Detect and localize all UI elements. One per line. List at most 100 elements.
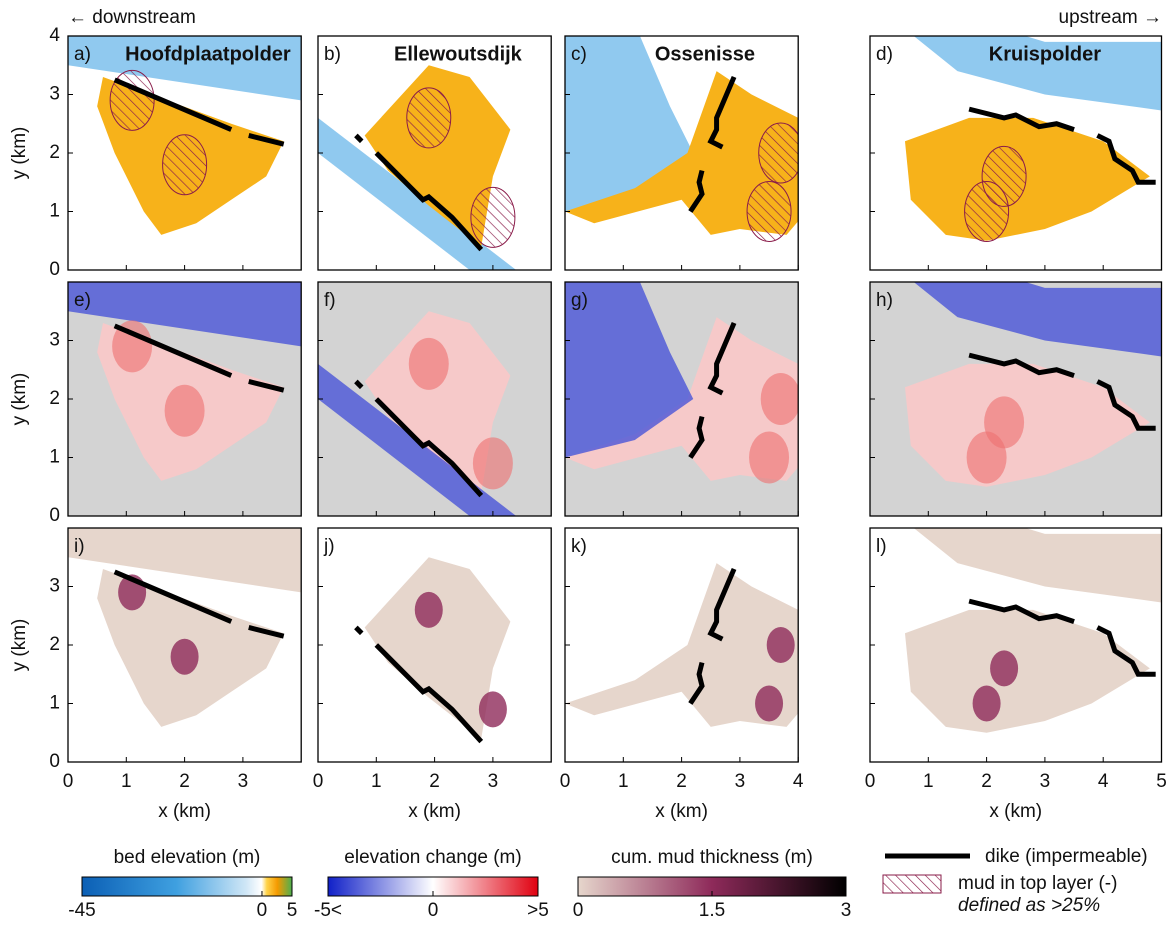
- mud-area: [913, 528, 1162, 603]
- x-tick-label: 2: [179, 771, 190, 792]
- x-tick-label: 2: [676, 771, 687, 792]
- x-tick-label: 4: [1098, 771, 1109, 792]
- y-tick-label: 1: [49, 447, 60, 468]
- deposition: [164, 384, 205, 437]
- panel-title: Ossenisse: [655, 43, 755, 65]
- channel-erosion: [913, 282, 1162, 357]
- map: [318, 528, 552, 762]
- x-tick-label: 0: [560, 771, 571, 792]
- panel-label: b): [324, 44, 341, 65]
- colorbar-tick-label: >5: [527, 900, 549, 921]
- colorbar-tick-label: -45: [68, 900, 95, 921]
- dike: [688, 415, 705, 459]
- change-area: [904, 363, 1150, 487]
- map: [318, 282, 552, 516]
- dike: [248, 133, 285, 147]
- map: [565, 528, 799, 762]
- dike: [968, 106, 1075, 132]
- y-tick-label: 0: [49, 505, 60, 526]
- mud-patch: [964, 181, 1010, 242]
- x-axis-label: x (km): [158, 801, 211, 822]
- dike: [354, 379, 364, 390]
- y-tick-label: 2: [49, 388, 60, 409]
- panel-label: c): [571, 44, 587, 65]
- mud-patch: [162, 134, 208, 196]
- y-tick-label: 3: [49, 576, 60, 597]
- dike: [113, 323, 233, 378]
- panel-label: k): [571, 536, 587, 557]
- deposition: [749, 431, 790, 484]
- downstream-label: ← downstream: [68, 7, 196, 28]
- dike: [968, 598, 1075, 624]
- x-tick-label: 2: [429, 771, 440, 792]
- deposition: [472, 437, 513, 490]
- dike: [374, 643, 484, 744]
- x-tick-label: 3: [1040, 771, 1051, 792]
- map: [68, 36, 302, 270]
- dike: [113, 77, 233, 132]
- colorbar-tick-label: 0: [257, 900, 268, 921]
- dike: [354, 625, 364, 636]
- dike: [374, 397, 484, 498]
- x-tick-label: 1: [618, 771, 629, 792]
- legend-mud-swatch: [882, 874, 942, 894]
- dike: [968, 352, 1075, 378]
- mud-patch: [470, 186, 516, 248]
- map: [565, 36, 799, 270]
- panel-label: l): [876, 536, 887, 557]
- x-tick-label: 3: [735, 771, 746, 792]
- colorbar: [81, 876, 293, 897]
- x-tick-label: 4: [793, 771, 804, 792]
- dike: [707, 321, 737, 396]
- x-axis-label: x (km): [655, 801, 708, 822]
- mud-area: [565, 563, 799, 727]
- x-tick-label: 3: [488, 771, 499, 792]
- y-tick-label: 4: [49, 25, 60, 46]
- channel: [565, 36, 694, 212]
- x-tick-label: 2: [981, 771, 992, 792]
- mud-patch: [406, 87, 452, 149]
- deposition: [760, 373, 799, 425]
- colorbar-tick-label: 0: [428, 900, 439, 921]
- colorbar-tick-label: 3: [841, 900, 852, 921]
- legend-dike: dike (impermeable): [985, 846, 1148, 867]
- dike: [1096, 133, 1156, 185]
- mud-area: [68, 528, 302, 593]
- colorbar-tick-label: 0: [573, 900, 584, 921]
- y-axis-label: y (km): [9, 373, 30, 426]
- colorbar-tick-label: 5: [287, 900, 298, 921]
- colorbar-title: elevation change (m): [344, 847, 521, 868]
- dike: [688, 169, 705, 213]
- map: [870, 36, 1162, 270]
- map: [870, 528, 1162, 762]
- panel-label: a): [74, 44, 91, 65]
- y-axis-label: y (km): [9, 619, 30, 672]
- y-tick-label: 3: [49, 84, 60, 105]
- y-tick-label: 1: [49, 201, 60, 222]
- y-axis-label: y (km): [9, 127, 30, 180]
- mud-accumulation: [414, 591, 443, 628]
- mud-accumulation: [990, 650, 1019, 687]
- channel: [68, 36, 302, 101]
- mud-patch: [746, 181, 792, 242]
- panel-title: Hoofdplaatpolder: [125, 43, 291, 65]
- y-tick-label: 2: [49, 634, 60, 655]
- mud-patch: [758, 122, 799, 184]
- panel-label: j): [323, 536, 335, 557]
- y-tick-label: 2: [49, 142, 60, 163]
- x-axis-label: x (km): [408, 801, 461, 822]
- x-tick-label: 5: [1156, 771, 1167, 792]
- dike: [688, 661, 705, 705]
- deposition: [112, 320, 153, 373]
- y-tick-label: 3: [49, 330, 60, 351]
- dike: [1096, 625, 1156, 677]
- mud-accumulation: [766, 627, 795, 663]
- x-tick-label: 1: [923, 771, 934, 792]
- panel-label: f): [324, 290, 336, 311]
- dike: [707, 567, 737, 642]
- legend-mud: mud in top layer (-): [958, 873, 1117, 894]
- panel-label: i): [74, 536, 85, 557]
- panel-title: Kruispolder: [989, 43, 1101, 65]
- x-tick-label: 1: [121, 771, 132, 792]
